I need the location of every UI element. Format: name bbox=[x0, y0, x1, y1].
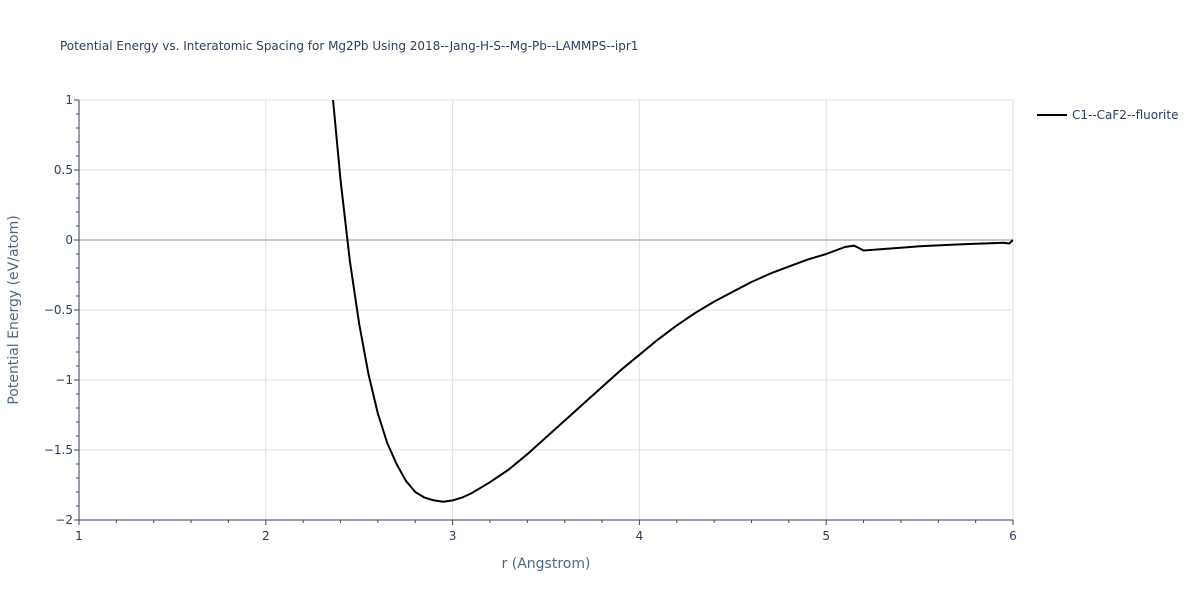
x-tick-label: 2 bbox=[262, 529, 270, 543]
legend-label: C1--CaF2--fluorite bbox=[1072, 108, 1178, 122]
y-axis-title: Potential Energy (eV/atom) bbox=[6, 215, 22, 404]
y-tick-label: −0.5 bbox=[44, 303, 73, 317]
chart-title: Potential Energy vs. Interatomic Spacing… bbox=[60, 39, 638, 53]
y-tick-label: −1 bbox=[55, 373, 73, 387]
series-layer bbox=[332, 100, 1013, 503]
x-tick-label: 5 bbox=[822, 529, 830, 543]
grid bbox=[79, 99, 1014, 520]
x-tick-label: 3 bbox=[449, 529, 457, 543]
series-line bbox=[332, 100, 1013, 503]
y-tick-label: −2 bbox=[55, 513, 73, 527]
y-tick-label: −1.5 bbox=[44, 443, 73, 457]
x-tick-label: 6 bbox=[1009, 529, 1017, 543]
x-tick-label: 4 bbox=[636, 529, 644, 543]
y-tick-label: 0.5 bbox=[54, 163, 73, 177]
y-tick-label: 1 bbox=[65, 93, 73, 107]
legend[interactable]: C1--CaF2--fluorite bbox=[1037, 108, 1178, 122]
y-tick-label: 0 bbox=[65, 233, 73, 247]
axes: 1 2 3 4 5 6 −2 −1.5 −1 −0.5 0 0.5 1 bbox=[44, 93, 1017, 543]
x-tick-label: 1 bbox=[75, 529, 83, 543]
x-axis-title: r (Angstrom) bbox=[502, 556, 591, 572]
